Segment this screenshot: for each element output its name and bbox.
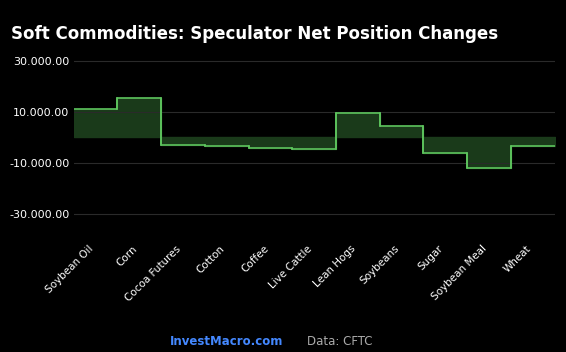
Text: Data: CFTC: Data: CFTC — [307, 335, 372, 348]
Text: Soft Commodities: Speculator Net Position Changes: Soft Commodities: Speculator Net Positio… — [11, 25, 499, 43]
Text: InvestMacro.com: InvestMacro.com — [170, 335, 283, 348]
